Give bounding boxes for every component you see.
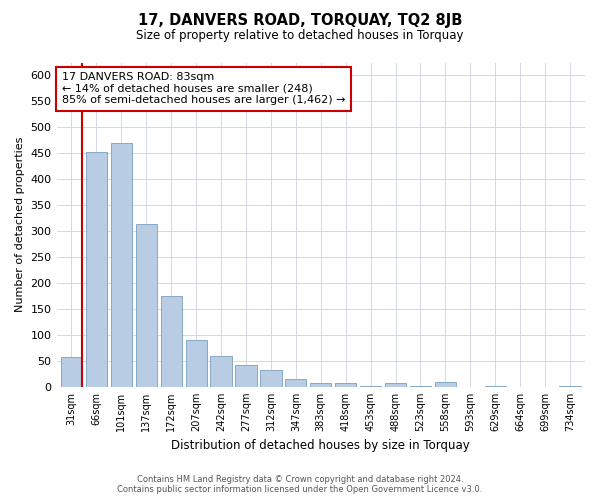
- Bar: [161, 296, 182, 387]
- X-axis label: Distribution of detached houses by size in Torquay: Distribution of detached houses by size …: [172, 440, 470, 452]
- Bar: [335, 382, 356, 387]
- Bar: [485, 386, 506, 387]
- Bar: [559, 386, 581, 387]
- Text: Size of property relative to detached houses in Torquay: Size of property relative to detached ho…: [136, 29, 464, 42]
- Bar: [385, 382, 406, 387]
- Bar: [185, 340, 207, 387]
- Y-axis label: Number of detached properties: Number of detached properties: [15, 137, 25, 312]
- Bar: [410, 386, 431, 387]
- Text: 17, DANVERS ROAD, TORQUAY, TQ2 8JB: 17, DANVERS ROAD, TORQUAY, TQ2 8JB: [138, 12, 462, 28]
- Bar: [211, 356, 232, 387]
- Bar: [285, 378, 307, 387]
- Bar: [136, 224, 157, 387]
- Bar: [310, 383, 331, 387]
- Bar: [260, 370, 281, 387]
- Bar: [360, 386, 381, 387]
- Bar: [86, 152, 107, 387]
- Bar: [111, 143, 132, 387]
- Text: 17 DANVERS ROAD: 83sqm
← 14% of detached houses are smaller (248)
85% of semi-de: 17 DANVERS ROAD: 83sqm ← 14% of detached…: [62, 72, 346, 106]
- Bar: [235, 365, 257, 387]
- Bar: [435, 382, 456, 387]
- Text: Contains HM Land Registry data © Crown copyright and database right 2024.
Contai: Contains HM Land Registry data © Crown c…: [118, 474, 482, 494]
- Bar: [61, 357, 82, 387]
